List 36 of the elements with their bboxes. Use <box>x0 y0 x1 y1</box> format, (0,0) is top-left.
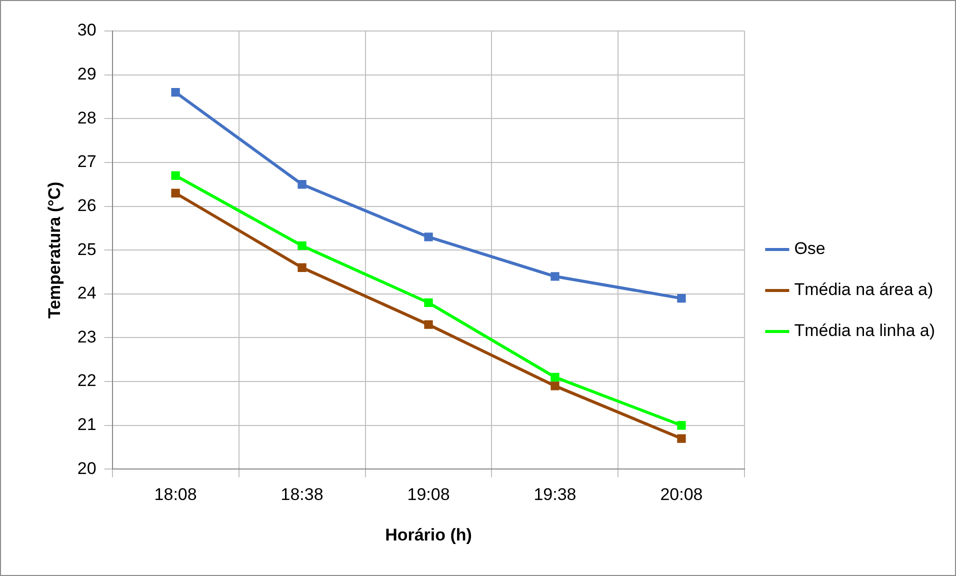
point <box>171 188 180 198</box>
y-axis-title: Temperatura (°C) <box>44 182 64 319</box>
y-tick-label: 29 <box>77 64 96 84</box>
point <box>171 88 180 97</box>
point <box>424 298 433 308</box>
y-tick-label: 26 <box>77 196 96 215</box>
y-tick-label: 25 <box>77 240 96 259</box>
point <box>550 272 560 281</box>
y-tick-label: 23 <box>77 327 96 346</box>
point <box>424 232 433 242</box>
y-tick-label: 28 <box>77 108 96 128</box>
point <box>677 421 686 430</box>
y-tick-label: 30 <box>77 20 96 40</box>
y-tick-label: 20 <box>77 458 96 478</box>
point <box>298 180 306 189</box>
point <box>298 241 306 250</box>
point <box>550 382 560 390</box>
point <box>550 372 560 382</box>
x-tick-label: 18:38 <box>280 485 324 504</box>
legend-label: Tmédia na área a) <box>794 280 934 300</box>
x-tick-label: 18:08 <box>154 485 197 504</box>
y-tick-label: 21 <box>77 415 96 434</box>
x-tick-label: 20:08 <box>660 485 703 504</box>
point <box>424 320 433 329</box>
x-tick-label: 19:08 <box>407 485 450 504</box>
y-tick-label: 27 <box>77 152 96 172</box>
x-tick-label: 19:38 <box>534 485 576 504</box>
legend-label: Θse <box>794 239 826 258</box>
legend-label: Tmédia na linha a) <box>794 321 936 340</box>
y-tick-label: 22 <box>77 371 96 390</box>
point <box>677 294 686 303</box>
point <box>677 434 686 443</box>
y-tick-label: 24 <box>77 284 96 303</box>
x-axis-title: Horário (h) <box>385 525 472 544</box>
point <box>171 171 180 180</box>
point <box>298 263 306 272</box>
